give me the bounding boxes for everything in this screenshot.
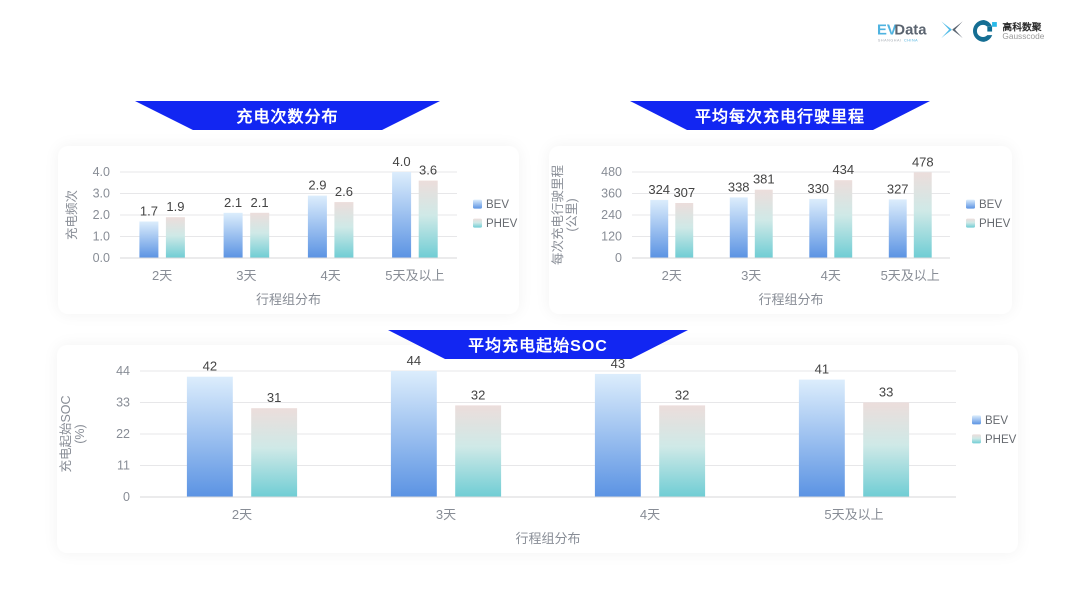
svg-text:0: 0 [615, 251, 622, 265]
svg-text:2.9: 2.9 [308, 178, 326, 193]
svg-text:0: 0 [123, 490, 130, 504]
svg-text:4天: 4天 [640, 507, 660, 522]
svg-text:2天: 2天 [662, 268, 682, 283]
svg-text:2天: 2天 [232, 507, 252, 522]
svg-text:PHEV: PHEV [486, 218, 518, 230]
svg-text:5天及以上: 5天及以上 [385, 268, 444, 283]
svg-text:行程组分布: 行程组分布 [758, 292, 823, 307]
svg-text:PHEV: PHEV [979, 218, 1011, 230]
svg-text:33: 33 [116, 396, 130, 410]
svg-text:行程组分布: 行程组分布 [256, 292, 321, 307]
svg-text:434: 434 [832, 162, 854, 177]
svg-text:307: 307 [673, 185, 695, 200]
svg-text:充电起始SOC: 充电起始SOC [58, 395, 73, 472]
svg-text:PHEV: PHEV [985, 434, 1017, 446]
svg-text:1.7: 1.7 [140, 204, 158, 219]
svg-text:42: 42 [203, 359, 217, 374]
svg-text:41: 41 [815, 362, 829, 377]
svg-text:Data: Data [894, 23, 927, 39]
svg-text:3.0: 3.0 [93, 187, 110, 201]
svg-text:3天: 3天 [741, 268, 761, 283]
svg-text:3天: 3天 [436, 507, 456, 522]
svg-text:每次充电行驶里程: 每次充电行驶里程 [550, 165, 565, 266]
svg-text:120: 120 [601, 230, 622, 244]
svg-text:31: 31 [267, 390, 281, 405]
svg-text:3天: 3天 [236, 268, 256, 283]
svg-text:Gausscode: Gausscode [1002, 31, 1044, 41]
svg-text:4天: 4天 [821, 268, 841, 283]
svg-text:32: 32 [471, 387, 485, 402]
svg-text:4.0: 4.0 [393, 154, 411, 169]
svg-text:32: 32 [675, 387, 689, 402]
svg-text:1.0: 1.0 [93, 230, 110, 244]
svg-text:338: 338 [728, 179, 750, 194]
svg-text:22: 22 [116, 427, 130, 441]
svg-text:2.1: 2.1 [251, 195, 269, 210]
svg-text:381: 381 [753, 172, 775, 187]
svg-text:BEV: BEV [985, 415, 1008, 427]
svg-text:5天及以上: 5天及以上 [881, 268, 940, 283]
svg-text:240: 240 [601, 208, 622, 222]
svg-text:33: 33 [879, 385, 893, 400]
svg-text:行程组分布: 行程组分布 [515, 531, 580, 546]
svg-text:2.1: 2.1 [224, 195, 242, 210]
svg-text:327: 327 [887, 181, 909, 196]
svg-text:44: 44 [116, 364, 130, 378]
svg-text:2天: 2天 [152, 268, 172, 283]
svg-text:(公里): (公里) [565, 198, 579, 231]
svg-text:4天: 4天 [320, 268, 340, 283]
svg-text:1.9: 1.9 [166, 199, 184, 214]
svg-text:3.6: 3.6 [419, 163, 437, 178]
svg-text:2.6: 2.6 [335, 184, 353, 199]
svg-text:44: 44 [407, 353, 421, 368]
svg-text:360: 360 [601, 187, 622, 201]
svg-text:(%): (%) [73, 424, 87, 443]
svg-text:2.0: 2.0 [93, 208, 110, 222]
svg-text:480: 480 [601, 165, 622, 179]
svg-text:324: 324 [648, 182, 670, 197]
svg-text:充电频次: 充电频次 [64, 190, 79, 240]
svg-text:SHANGHAI: SHANGHAI [878, 39, 902, 43]
svg-text:4.0: 4.0 [93, 165, 110, 179]
svg-text:330: 330 [807, 181, 829, 196]
svg-text:CHINA: CHINA [904, 39, 918, 43]
svg-text:BEV: BEV [979, 199, 1002, 211]
svg-text:5天及以上: 5天及以上 [824, 507, 883, 522]
svg-text:11: 11 [117, 459, 130, 473]
svg-text:BEV: BEV [486, 199, 509, 211]
svg-text:478: 478 [912, 154, 934, 169]
svg-text:0.0: 0.0 [93, 251, 110, 265]
